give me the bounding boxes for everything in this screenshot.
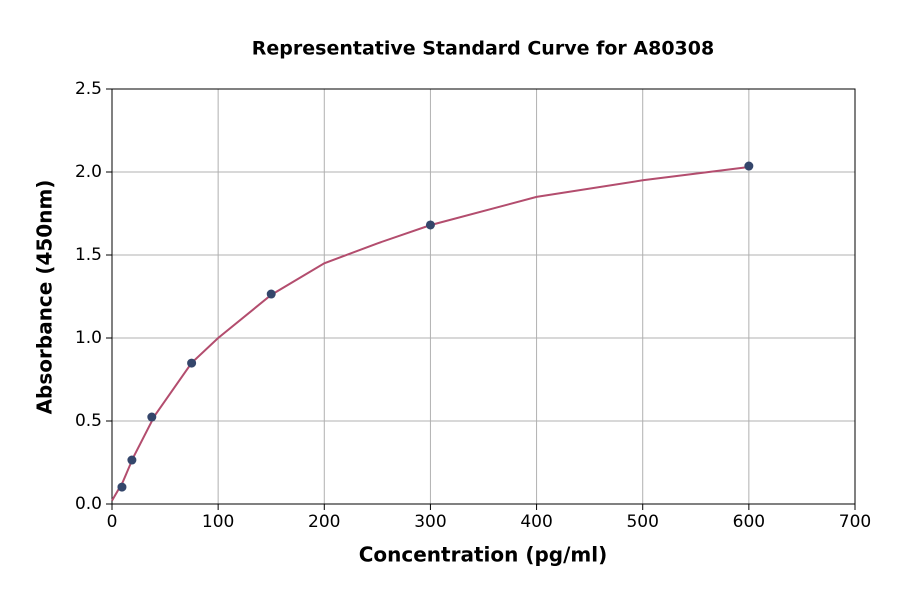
chart-title: Representative Standard Curve for A80308 bbox=[252, 38, 714, 60]
data-point bbox=[744, 161, 754, 171]
y-tick-label: 2.0 bbox=[75, 162, 102, 182]
y-axis-label: Absorbance (450nm) bbox=[33, 180, 57, 415]
data-point bbox=[187, 358, 197, 368]
plot-frame bbox=[111, 88, 856, 505]
y-tick-label: 2.5 bbox=[75, 79, 102, 99]
y-tick-label: 1.0 bbox=[75, 328, 102, 348]
data-point bbox=[127, 455, 137, 465]
x-tick-label: 700 bbox=[839, 512, 871, 532]
x-axis-label: Concentration (pg/ml) bbox=[359, 543, 608, 567]
x-tick-label: 300 bbox=[414, 512, 446, 532]
x-tick-label: 100 bbox=[202, 512, 234, 532]
y-tick-label: 0.5 bbox=[75, 411, 102, 431]
x-tick-label: 500 bbox=[626, 512, 658, 532]
y-tick-label: 0.0 bbox=[75, 494, 102, 514]
x-tick-label: 200 bbox=[308, 512, 340, 532]
data-point bbox=[425, 220, 435, 230]
y-tick-label: 1.5 bbox=[75, 245, 102, 265]
x-tick-label: 600 bbox=[733, 512, 765, 532]
data-point bbox=[117, 482, 127, 492]
data-point bbox=[266, 289, 276, 299]
x-tick-label: 400 bbox=[520, 512, 552, 532]
x-tick-label: 0 bbox=[107, 512, 118, 532]
data-point bbox=[147, 412, 157, 422]
